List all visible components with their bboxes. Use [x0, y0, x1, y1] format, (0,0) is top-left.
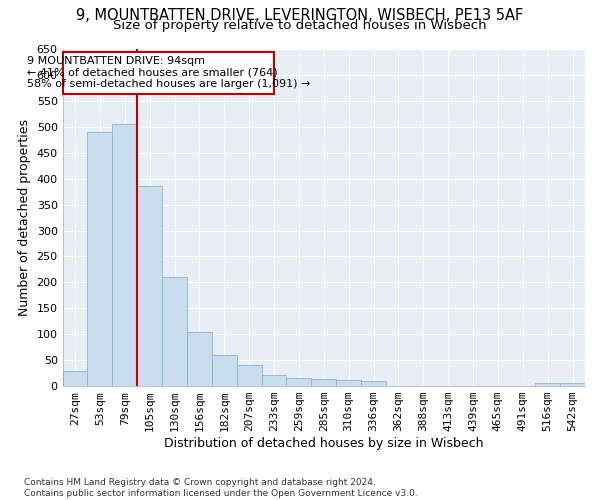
Text: Size of property relative to detached houses in Wisbech: Size of property relative to detached ho… [113, 19, 487, 32]
Bar [311, 380, 336, 386]
Bar [212, 355, 237, 386]
Bar [237, 366, 262, 386]
Bar [286, 378, 311, 386]
Text: Contains HM Land Registry data © Crown copyright and database right 2024.
Contai: Contains HM Land Registry data © Crown c… [24, 478, 418, 498]
FancyBboxPatch shape [62, 52, 274, 94]
Bar [88, 132, 112, 386]
Bar [361, 381, 386, 386]
Bar [560, 384, 585, 386]
Bar [262, 374, 286, 386]
Bar [336, 380, 361, 386]
Bar [162, 277, 187, 386]
Y-axis label: Number of detached properties: Number of detached properties [18, 119, 31, 316]
Bar [137, 186, 162, 386]
Text: 9 MOUNTBATTEN DRIVE: 94sqm
← 41% of detached houses are smaller (764)
58% of sem: 9 MOUNTBATTEN DRIVE: 94sqm ← 41% of deta… [26, 56, 310, 90]
Bar [535, 384, 560, 386]
X-axis label: Distribution of detached houses by size in Wisbech: Distribution of detached houses by size … [164, 437, 484, 450]
Text: 9, MOUNTBATTEN DRIVE, LEVERINGTON, WISBECH, PE13 5AF: 9, MOUNTBATTEN DRIVE, LEVERINGTON, WISBE… [76, 8, 524, 22]
Bar [187, 332, 212, 386]
Bar [112, 124, 137, 386]
Bar [62, 370, 88, 386]
